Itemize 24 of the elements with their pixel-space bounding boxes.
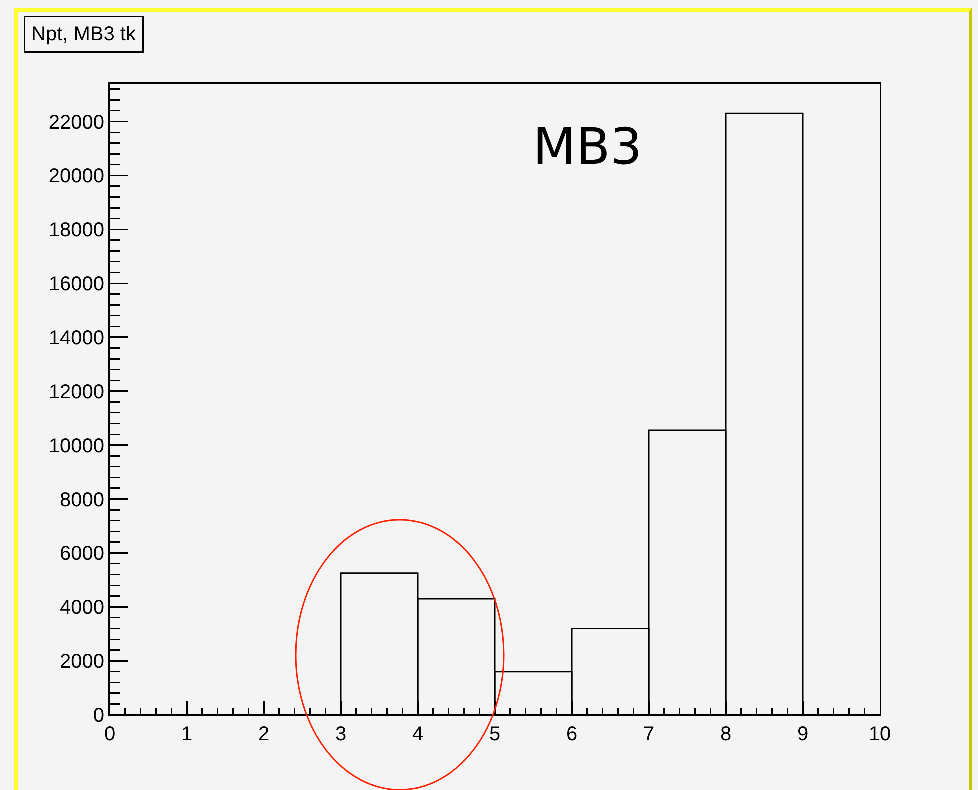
x-tick-label: 2	[258, 724, 270, 746]
y-tick-label: 2000	[60, 651, 104, 674]
y-tick-label: 8000	[60, 489, 104, 512]
y-tick-label: 10000	[48, 435, 104, 458]
y-tick-label: 4000	[60, 597, 104, 620]
annotation: MB3	[533, 118, 642, 176]
x-tick-label: 1	[181, 724, 193, 746]
y-tick-label: 14000	[48, 327, 104, 350]
y-tick-label: 12000	[48, 381, 104, 404]
x-tick-label: 7	[643, 724, 655, 746]
y-tick-label: 20000	[48, 166, 104, 188]
chart-title: Npt, MB3 tk	[32, 24, 137, 46]
y-tick-label: 22000	[48, 112, 104, 134]
x-tick-label: 5	[489, 724, 501, 746]
x-tick-label: 3	[335, 724, 347, 746]
y-tick-label: 16000	[48, 274, 104, 296]
y-tick-label: 6000	[60, 543, 104, 566]
x-tick-label: 8	[720, 724, 732, 746]
x-tick-label: 4	[412, 724, 424, 746]
y-tick-label: 0	[93, 705, 104, 727]
y-tick-label: 18000	[48, 220, 104, 242]
x-tick-label: 9	[797, 724, 809, 746]
x-tick-label: 10	[868, 724, 892, 746]
x-tick-label: 6	[566, 724, 578, 746]
